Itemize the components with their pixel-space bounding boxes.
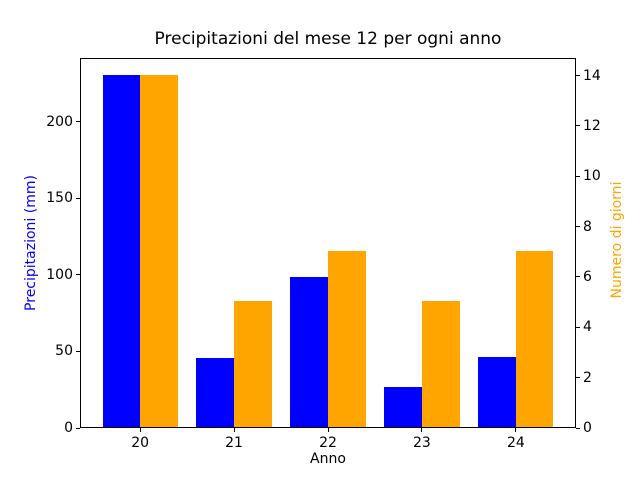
y-tick-label-right-2: 2 <box>583 369 592 386</box>
x-tick-20 <box>139 428 141 432</box>
y-tick-label-right-14: 14 <box>583 67 601 84</box>
chart-title: Precipitazioni del mese 12 per ogni anno <box>154 29 502 49</box>
x-tick-24 <box>515 428 517 432</box>
x-tick-label-24: 24 <box>506 435 525 451</box>
y-tick-label-left-0: 0 <box>64 420 73 436</box>
bar-giorni-20 <box>140 74 178 427</box>
x-tick-label-23: 23 <box>413 435 431 451</box>
bar-giorni-24 <box>515 250 554 427</box>
y-tick-right-6 <box>576 276 580 278</box>
bar-precipitazioni-24 <box>478 356 516 427</box>
bar-precipitazioni-23 <box>384 387 422 427</box>
y-tick-left-100 <box>76 274 80 276</box>
y-tick-left-0 <box>76 427 80 429</box>
x-tick-label-22: 22 <box>319 435 337 451</box>
y-tick-label-right-4: 4 <box>583 319 592 336</box>
y-tick-left-50 <box>76 350 80 352</box>
y-axis-label-left: Precipitazioni (mm) <box>23 175 39 311</box>
bar-giorni-23 <box>421 301 460 427</box>
x-tick-label-21: 21 <box>225 435 243 451</box>
y-axis-label-right: Numero di giorni <box>609 181 625 299</box>
y-tick-label-left-150: 150 <box>46 190 73 207</box>
x-axis-label: Anno <box>310 451 346 467</box>
y-tick-label-right-6: 6 <box>583 268 592 285</box>
y-tick-right-12 <box>576 125 580 127</box>
y-tick-label-right-0: 0 <box>583 420 592 436</box>
bar-precipitazioni-20 <box>102 74 141 427</box>
x-tick-label-20: 20 <box>131 435 150 451</box>
x-tick-21 <box>233 428 235 432</box>
y-tick-label-left-50: 50 <box>55 343 73 360</box>
plot-area <box>80 58 576 428</box>
y-tick-label-right-10: 10 <box>583 168 601 185</box>
y-tick-label-left-100: 100 <box>46 266 73 283</box>
y-tick-right-4 <box>576 326 580 328</box>
y-tick-right-2 <box>576 377 580 379</box>
bar-giorni-22 <box>328 250 366 427</box>
y-tick-right-8 <box>576 226 580 228</box>
bar-precipitazioni-22 <box>290 276 328 427</box>
y-tick-right-14 <box>576 75 580 77</box>
y-tick-left-200 <box>76 121 80 123</box>
y-tick-left-150 <box>76 197 80 199</box>
bars-layer <box>81 59 575 427</box>
y-tick-label-left-200: 200 <box>46 113 73 130</box>
y-tick-right-0 <box>576 427 580 429</box>
x-tick-23 <box>421 428 423 432</box>
y-tick-label-right-8: 8 <box>583 218 592 235</box>
y-tick-label-right-12: 12 <box>583 117 601 134</box>
x-tick-22 <box>327 428 329 432</box>
bar-precipitazioni-21 <box>196 358 235 427</box>
y-tick-right-10 <box>576 175 580 177</box>
bar-giorni-21 <box>234 301 272 427</box>
